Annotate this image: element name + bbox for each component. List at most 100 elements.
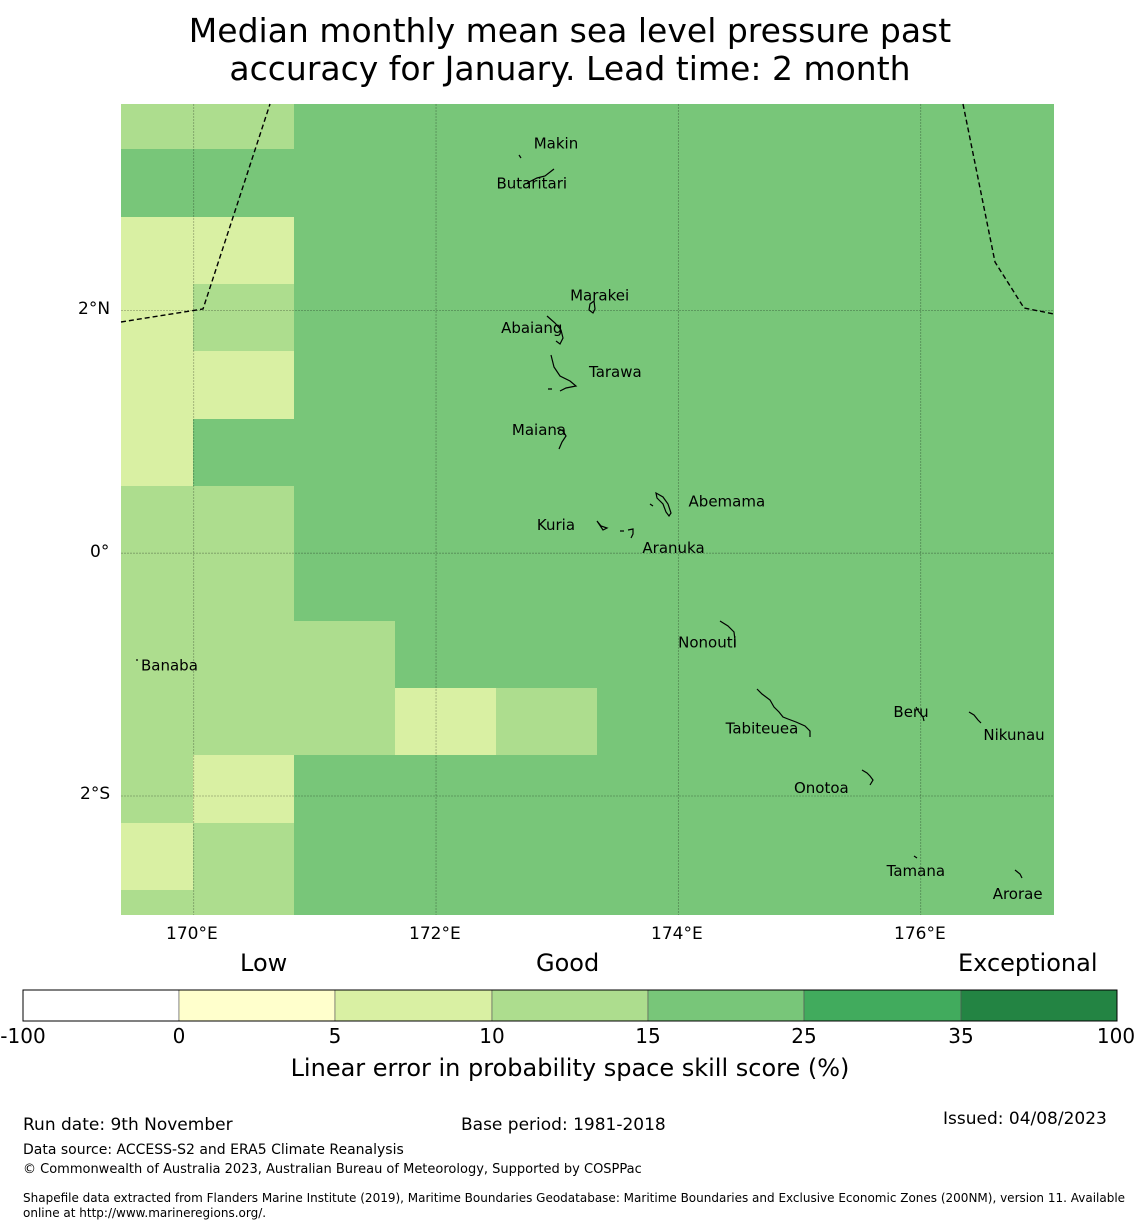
eez-boundary-west (120, 103, 271, 323)
island-outline-butaritari (526, 168, 555, 184)
map-cell (193, 486, 294, 553)
colorbar-tick-10: 10 (479, 1024, 505, 1048)
colorbar-segment (22, 989, 180, 1022)
data-source: Data source: ACCESS-S2 and ERA5 Climate … (23, 1142, 404, 1158)
island-outline-onotoa (861, 769, 874, 786)
colorbar-category-low: Low (240, 949, 288, 977)
copyright-notice: © Commonwealth of Australia 2023, Austra… (23, 1162, 642, 1177)
colorbar-tick-35: 35 (948, 1024, 974, 1048)
map-cell (193, 217, 294, 284)
island-outline-maiana (556, 427, 567, 450)
chart-title-line-2: accuracy for January. Lead time: 2 month (229, 49, 911, 88)
colorbar-tick-15: 15 (635, 1024, 661, 1048)
island-label-arorae: Arorae (993, 885, 1043, 903)
island-label-kuria: Kuria (537, 516, 575, 534)
base-period: Base period: 1981-2018 (461, 1115, 666, 1135)
island-labels-layer: Makin Butaritari Marakei Abaiang Tarawa Maian… (141, 135, 1045, 903)
island-outline-tamana (913, 855, 918, 859)
colorbar-tick-100: 100 (1096, 1024, 1136, 1048)
colorbar-category-good: Good (536, 949, 600, 977)
map-cell (193, 823, 294, 890)
run-date: Run date: 9th November (23, 1115, 233, 1135)
colorbar (22, 989, 1118, 1022)
island-label-banaba: Banaba (141, 657, 198, 675)
island-label-abaiang: Abaiang (501, 319, 562, 337)
map-cell (121, 553, 193, 621)
island-label-maiana: Maiana (512, 421, 566, 439)
island-label-beru: Beru (893, 703, 928, 721)
colorbar-tick-neg100: -100 (0, 1024, 46, 1048)
map-cell (121, 823, 193, 890)
island-label-makin: Makin (534, 135, 579, 153)
map-cell (121, 284, 193, 351)
map-cell (294, 621, 395, 688)
colorbar-segment (334, 989, 493, 1022)
map-cell (395, 688, 496, 755)
map-cell (193, 688, 294, 755)
island-outline-abaiang (546, 315, 564, 345)
island-outline-arorae (1014, 869, 1023, 879)
colorbar-segment (960, 989, 1118, 1022)
colorbar-category-exceptional: Exceptional (958, 949, 1098, 977)
island-outline-tabiteuea (756, 688, 811, 737)
island-label-butaritari: Butaritari (496, 175, 567, 193)
map-cell (193, 755, 294, 823)
shapefile-credit-line-1: Shapefile data extracted from Flanders M… (23, 1191, 1126, 1205)
map-cell (294, 688, 395, 755)
colorbar-tick-0: 0 (172, 1024, 186, 1048)
island-outline-nikunau (968, 711, 982, 724)
island-outline-kuria (596, 520, 609, 531)
issued-date: Issued: 04/08/2023 (943, 1109, 1107, 1129)
map-cell (121, 351, 193, 419)
lon-label-172e: 172°E (409, 924, 461, 944)
shapefile-credit-line-2: online at http://www.marineregions.org/. (23, 1206, 267, 1220)
map-cell (121, 621, 193, 688)
island-outline-abemama (649, 491, 672, 518)
colorbar-segment (491, 989, 649, 1022)
lat-label-2s: 2°S (80, 784, 111, 804)
island-label-tarawa: Tarawa (588, 363, 642, 381)
island-outline-nonouti (719, 620, 736, 647)
lon-label-174e: 174°E (651, 924, 703, 944)
island-label-nikunau: Nikunau (983, 726, 1044, 744)
colorbar-frame (22, 989, 1118, 1022)
eez-boundary-east (962, 103, 1055, 315)
map-cell (193, 104, 294, 149)
map-cell (193, 553, 294, 621)
map-cell (121, 755, 193, 823)
island-outline-beru (915, 706, 925, 722)
island-label-tamana: Tamana (886, 862, 945, 880)
island-label-nonouti: Nonouti (678, 634, 737, 652)
lat-label-2n: 2°N (78, 299, 111, 319)
colorbar-title: Linear error in probability space skill … (290, 1054, 850, 1082)
map-cell (121, 890, 193, 915)
island-outline-aranuka (620, 528, 634, 539)
map-cell (193, 621, 294, 688)
map-cell (121, 486, 193, 553)
chart-title-line-1: Median monthly mean sea level pressure p… (188, 11, 952, 50)
colorbar-segment (803, 989, 962, 1022)
island-label-tabiteuea: Tabiteuea (725, 720, 799, 738)
map-cell (121, 419, 193, 486)
map-gridlines-layer (121, 104, 1054, 915)
map-cell (121, 104, 193, 149)
island-label-aranuka: Aranuka (642, 539, 704, 557)
island-outline-marakei (588, 299, 596, 314)
island-label-abemama: Abemama (689, 493, 766, 511)
map-cell (121, 217, 193, 284)
colorbar-segment (178, 989, 336, 1022)
island-outline-tarawa (548, 354, 578, 392)
colorbar-segment (647, 989, 805, 1022)
eez-boundaries-layer (120, 103, 1055, 323)
lon-label-176e: 176°E (894, 924, 946, 944)
map-cell (121, 688, 193, 755)
island-outline-makin (518, 154, 522, 159)
map-cell (193, 890, 294, 915)
lon-label-170e: 170°E (166, 924, 218, 944)
coastline-layer (136, 154, 1023, 879)
map-cell (496, 688, 597, 755)
map-cell (193, 284, 294, 351)
colorbar-tick-25: 25 (791, 1024, 817, 1048)
island-label-onotoa: Onotoa (794, 779, 849, 797)
